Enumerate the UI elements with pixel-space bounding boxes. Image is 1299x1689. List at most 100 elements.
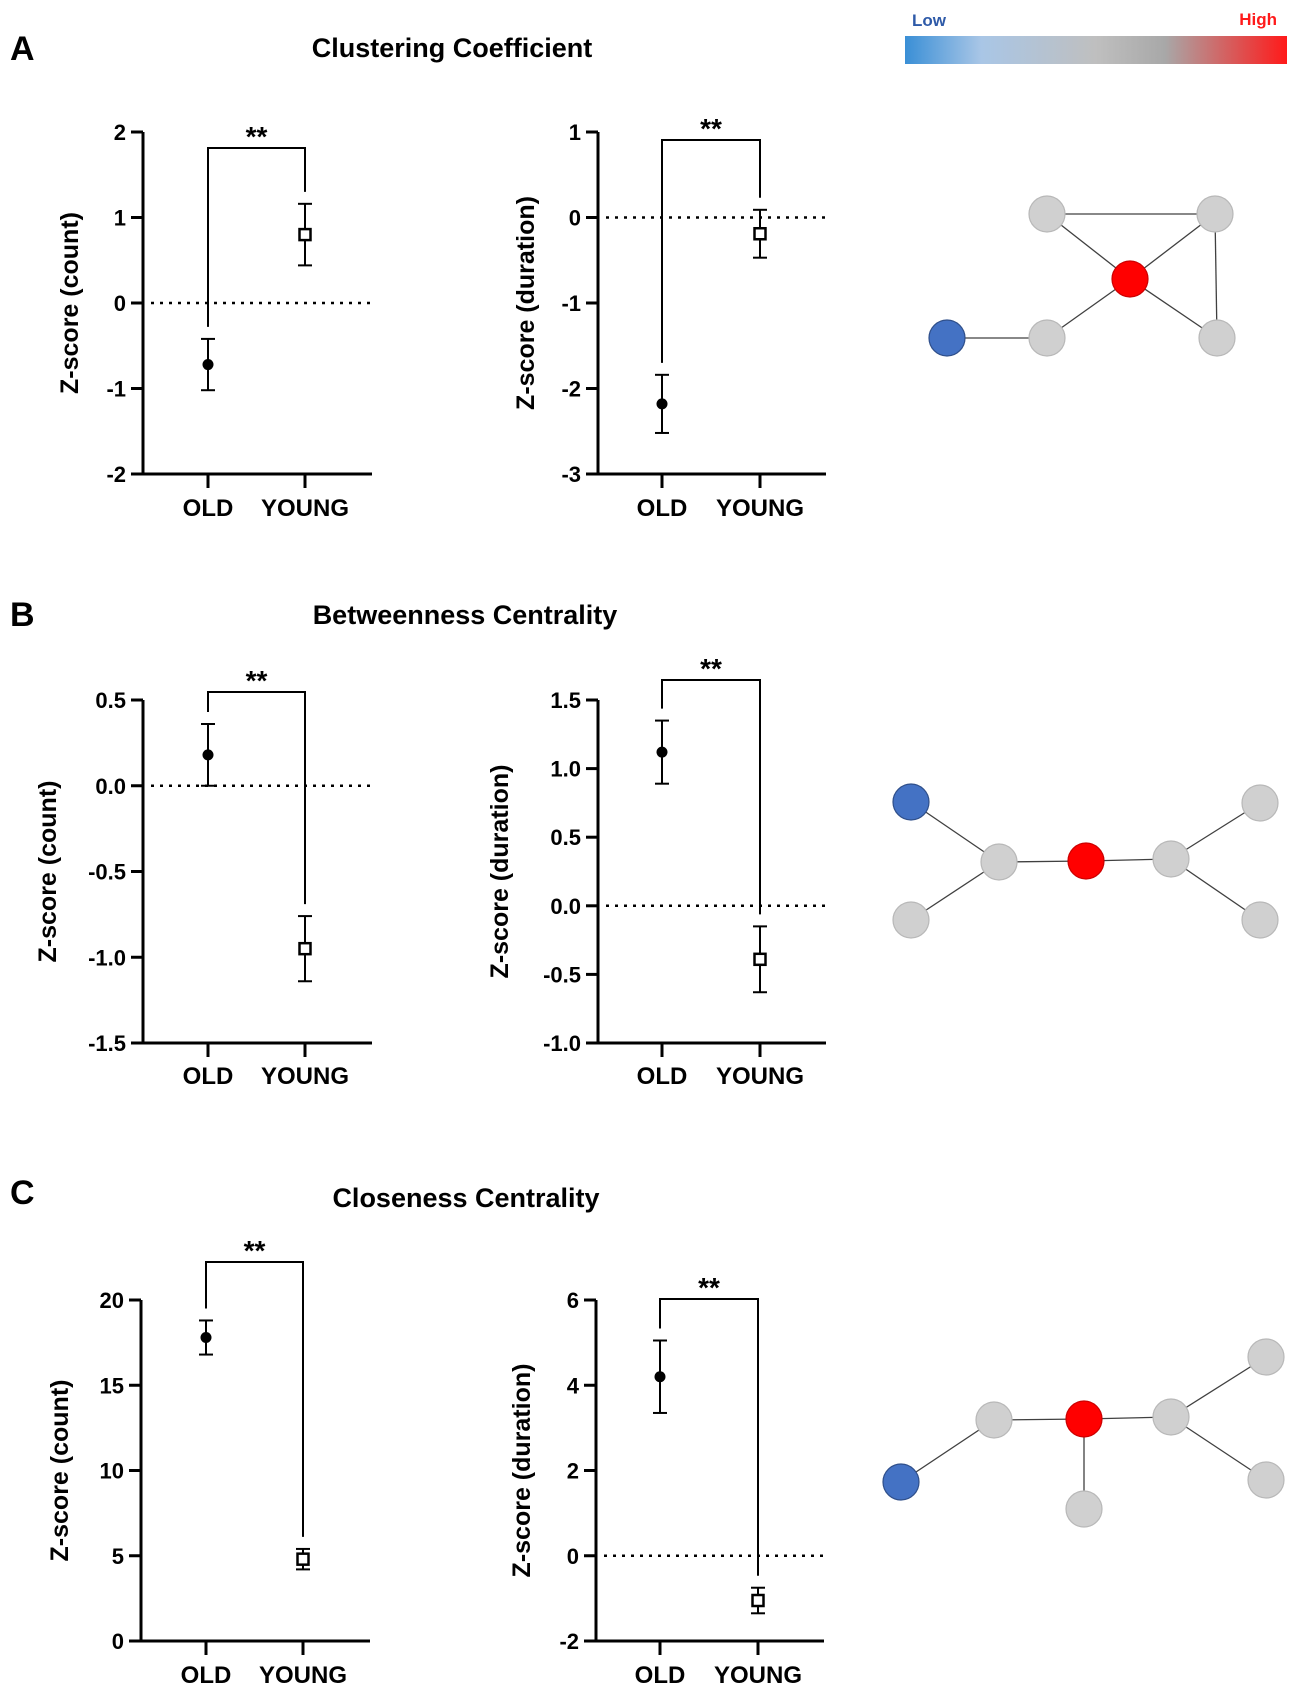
y-tick-label: 0: [569, 206, 581, 231]
legend-low-label: Low: [912, 11, 947, 30]
network-node-low: [892, 783, 930, 821]
y-tick-label: -1.0: [88, 945, 126, 970]
x-tick-label: YOUNG: [714, 1662, 802, 1689]
y-axis-title: Z-score (count): [34, 781, 62, 963]
x-tick-label: OLD: [181, 1662, 232, 1689]
color-gradient-bar: [905, 36, 1287, 64]
y-axis-title: Z-score (duration): [512, 196, 540, 410]
data-point-old: [202, 359, 214, 371]
data-point-old: [656, 398, 668, 410]
data-point-young: [298, 941, 312, 956]
data-point-young: [753, 952, 767, 967]
chart-3: -1.5 -1.0 -0.5 0.0 0.5 OLD YOUNG Z-score (count…: [34, 665, 372, 1090]
y-tick-label: 2: [114, 120, 126, 145]
x-tick-label: YOUNG: [716, 1063, 804, 1090]
significance-bracket: [207, 691, 306, 905]
network-node-mid: [1028, 319, 1066, 357]
x-tick-label: OLD: [635, 1662, 686, 1689]
chart-6: -2 0 2 4 6 OLD YOUNG Z-score (duration) **: [508, 1272, 824, 1689]
data-point-old: [656, 746, 668, 758]
y-tick-label: 0: [112, 1629, 124, 1654]
network-diagram-1: [928, 195, 1236, 357]
network-node-mid: [1065, 1490, 1103, 1528]
significance-label: **: [698, 1272, 720, 1303]
network-node-low: [882, 1463, 920, 1501]
network-node-low: [928, 319, 966, 357]
y-tick-label: 0.5: [95, 688, 126, 713]
y-tick-label: -0.5: [543, 962, 581, 987]
significance-bracket: [207, 147, 306, 327]
y-tick-label: 1.0: [550, 757, 581, 782]
y-tick-label: 0.0: [95, 774, 126, 799]
data-point-young: [296, 1552, 310, 1566]
data-point-young: [298, 227, 312, 242]
network-node-mid: [1152, 1398, 1190, 1436]
y-tick-label: 1: [114, 206, 126, 231]
panel-letter-b: B: [10, 596, 35, 634]
y-tick-label: 1.5: [550, 688, 581, 713]
x-tick-label: YOUNG: [259, 1662, 347, 1689]
network-node-mid: [1152, 840, 1190, 878]
network-node-mid: [980, 843, 1018, 881]
network-node-mid: [1247, 1461, 1285, 1499]
network-node-mid: [1241, 901, 1279, 939]
x-tick-label: OLD: [637, 495, 688, 522]
network-diagrams: [882, 195, 1285, 1528]
y-tick-label: 0: [114, 291, 126, 316]
significance-label: **: [700, 653, 722, 684]
data-point-young: [753, 226, 767, 241]
network-edge: [1214, 213, 1218, 339]
y-tick-label: 15: [100, 1373, 124, 1398]
data-point-old: [654, 1371, 666, 1383]
legend-high-label: High: [1239, 10, 1277, 29]
y-axis-title: Z-score (count): [46, 1380, 74, 1562]
network-node-mid: [1198, 319, 1236, 357]
y-tick-label: 1: [569, 120, 581, 145]
data-point-young: [751, 1593, 765, 1608]
network-diagram-2: [892, 783, 1279, 939]
significance-label: **: [244, 1235, 266, 1266]
network-edge: [900, 1419, 995, 1483]
panel-letter-c: C: [10, 1174, 35, 1212]
chart-1: -2 -1 0 1 2 OLD YOUNG Z-score (count) **: [56, 120, 372, 522]
network-node-mid: [1028, 195, 1066, 233]
y-tick-label: 10: [100, 1459, 124, 1484]
chart-5: 0 5 10 15 20 OLD YOUNG Z-score (count) **: [46, 1235, 370, 1689]
network-node-high: [1065, 1400, 1103, 1438]
significance-label: **: [246, 121, 268, 152]
data-point-old: [202, 749, 214, 761]
y-tick-label: -1: [561, 291, 581, 316]
y-tick-label: -1.0: [543, 1031, 581, 1056]
y-axis-title: Z-score (count): [56, 212, 84, 394]
x-tick-label: YOUNG: [261, 1063, 349, 1090]
significance-bracket: [659, 1298, 759, 1576]
y-tick-label: -0.5: [88, 860, 126, 885]
network-node-mid: [1196, 195, 1234, 233]
section-title-a: Clustering Coefficient: [312, 33, 593, 63]
x-tick-label: OLD: [637, 1063, 688, 1090]
x-tick-label: YOUNG: [261, 495, 349, 522]
y-tick-label: 0.5: [550, 825, 581, 850]
x-tick-label: OLD: [183, 1063, 234, 1090]
network-node-high: [1111, 260, 1149, 298]
y-tick-label: 2: [567, 1459, 579, 1484]
network-node-mid: [975, 1401, 1013, 1439]
significance-label: **: [246, 665, 268, 696]
significance-bracket: [205, 1261, 304, 1537]
color-legend: Low High: [905, 10, 1287, 64]
y-tick-label: 6: [567, 1288, 579, 1313]
y-tick-label: 20: [100, 1288, 124, 1313]
data-point-old: [200, 1332, 212, 1344]
x-tick-label: YOUNG: [716, 495, 804, 522]
section-title-c: Closeness Centrality: [332, 1183, 599, 1213]
y-tick-label: 5: [112, 1544, 124, 1569]
significance-bracket: [661, 679, 761, 915]
y-tick-label: 0: [567, 1544, 579, 1569]
network-diagram-3: [882, 1338, 1285, 1528]
y-tick-label: -2: [559, 1629, 579, 1654]
y-tick-label: 0.0: [550, 894, 581, 919]
chart-2: -3 -2 -1 0 1 OLD YOUNG Z-score (duration) **: [512, 113, 826, 522]
panel-letter-a: A: [10, 30, 35, 68]
y-tick-label: -1.5: [88, 1031, 126, 1056]
